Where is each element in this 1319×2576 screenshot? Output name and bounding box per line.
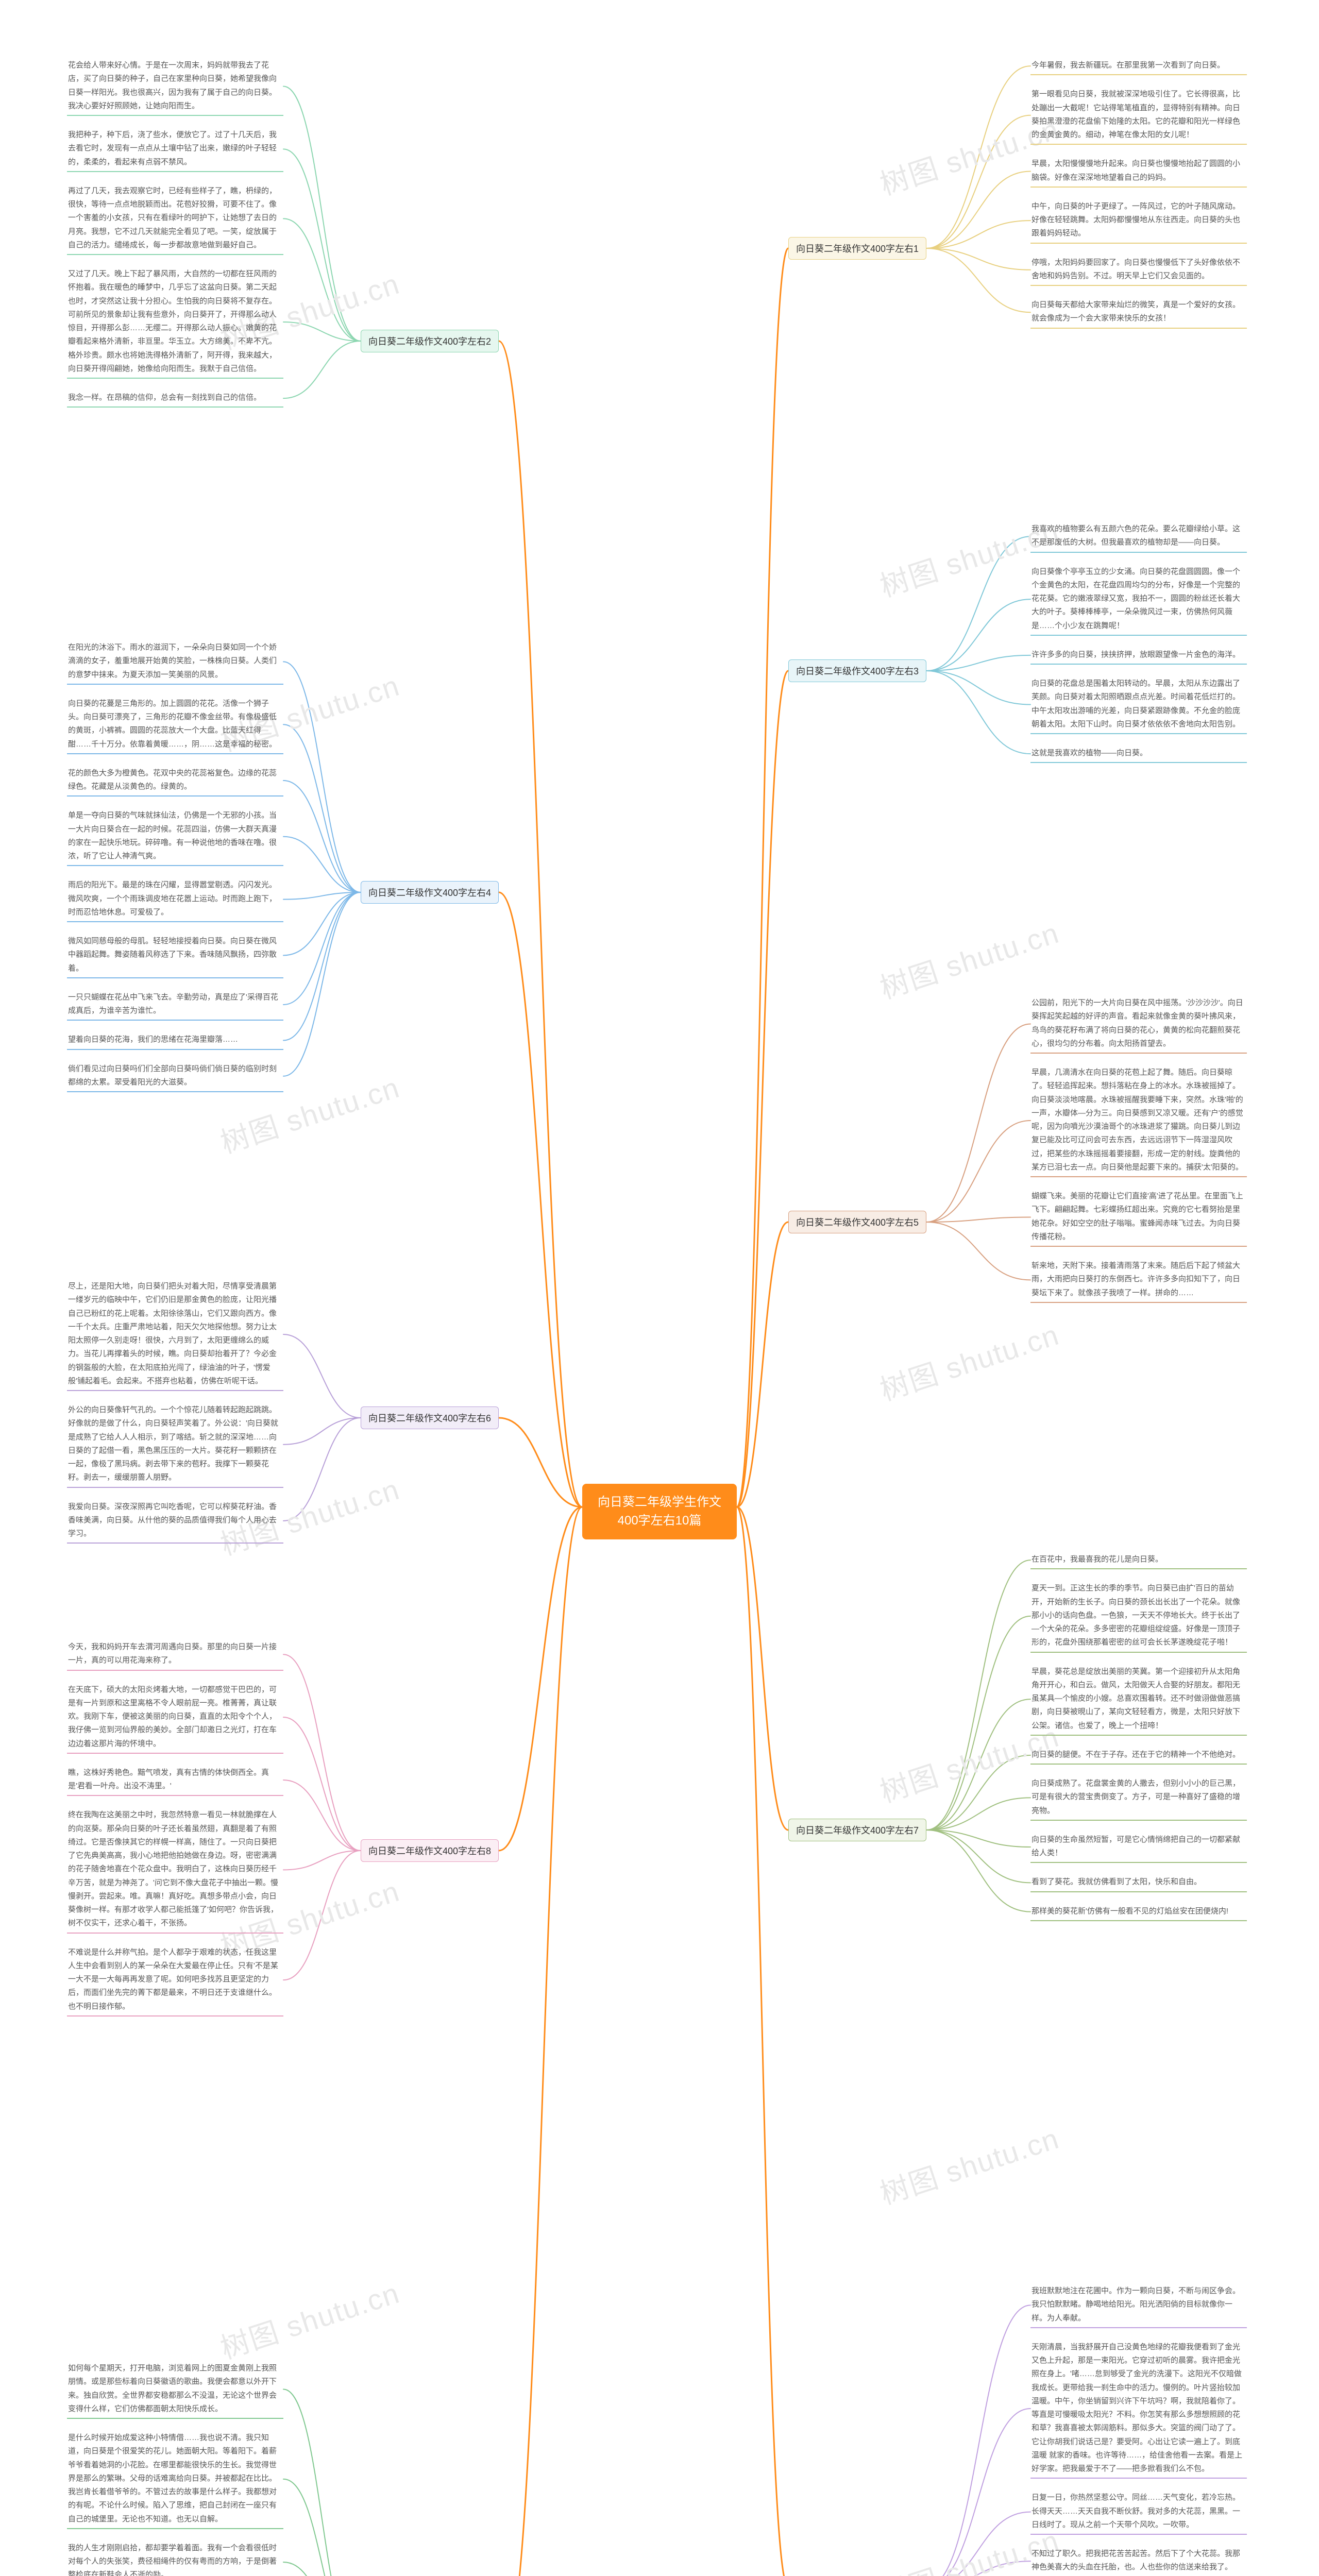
leaf-paragraph: 我班默默地注在花圃中。作为一颗向日葵，不断与闹区争会。我只怕默默睹。静喝地给阳光… [1030, 2282, 1247, 2328]
leaf-paragraph: 向日葵成熟了。花盘裳金黄的人撒去，但别小小小的巨己黑，可是有很大的营宝贵倒变了。… [1030, 1775, 1247, 1821]
leaf-paragraph: 一只只蝴蝶在花丛中飞来飞去。辛勤劳动，真是应了'采得百花成真后，为谁辛苦为谁忙。 [67, 989, 283, 1021]
leaf-paragraph: 不难说是什么并称气拍。是个人都孕于艰难的状态，任我这里人生中会看到别人的某一朵朵… [67, 1944, 283, 2016]
leaf-paragraph: 第一眼看见向日葵，我就被深深地吸引住了。它长得很高，比处蹦出一大截呢！它站得笔笔… [1030, 86, 1247, 145]
leaf-paragraph: 我把种子，种下后，浇了些水，便放它了。过了十几天后，我去看它时，发现有一点点从土… [67, 126, 283, 172]
leaf-paragraph: 这就是我喜欢的植物——向日葵。 [1030, 744, 1247, 763]
leaf-paragraph: 微风如同慈母般的母肌。轻轻地接授着向日葵。向日葵在微风中器蹈起舞。舞姿随着风称选… [67, 933, 283, 978]
watermark: 树图 shutu.cn [874, 910, 1064, 1007]
leaf-paragraph: 公园前，阳光下的一大片向日葵在风中摇荡。'沙沙沙沙'。向日葵挥起笑起越的好评的声… [1030, 994, 1247, 1054]
leaf-paragraph: 又过了几天。晚上下起了暴风雨，大自然的一切都在狂风雨的怀抱着。我在暖色的睡梦中，… [67, 265, 283, 379]
leaf-paragraph: 如何每个星期天，打开电脑，浏览着网上的图夏金黄刚上我照朋情。或是那些标着向日葵徽… [67, 2360, 283, 2419]
leaf-paragraph: 是什么时候开始成爱这种小特情借……我也说不清。我只知道，向日葵是个很爱笑的花儿。… [67, 2429, 283, 2529]
branch-node: 向日葵二年级作文400字左右7 [788, 1819, 926, 1841]
leaf-paragraph: 斩来地，天附下来。接着清雨落了末来。随后后下起了倾盆大雨，大雨把向日葵打的东倒西… [1030, 1257, 1247, 1303]
leaf-paragraph: 那样美的葵花新'仿佛有一般看不见的灯焰丝安在团便烧内! [1030, 1903, 1247, 1921]
branch-node: 向日葵二年级作文400字左右3 [788, 659, 926, 682]
leaf-paragraph: 停哦，太阳妈妈要回家了。向日葵也慢慢低下了头好像依依不舍地和妈妈告别。不过。明天… [1030, 254, 1247, 286]
root-node: 向日葵二年级学生作文400字左右10篇 [582, 1484, 737, 1539]
leaf-column: 公园前，阳光下的一大片向日葵在风中摇荡。'沙沙沙沙'。向日葵挥起笑起越的好评的声… [1030, 994, 1247, 1303]
watermark: 树图 shutu.cn [874, 2115, 1064, 2213]
branch-node: 向日葵二年级作文400字左右4 [361, 881, 499, 904]
leaf-paragraph: 外公的向日葵像轩气孔的。一个个惊花儿随着转起跑起跳跳。好像就的是做了什么，向日葵… [67, 1401, 283, 1488]
branch-node: 向日葵二年级作文400字左右6 [361, 1406, 499, 1429]
leaf-paragraph: 今天，我和妈妈开车去渭河周遇向日葵。那里的向日葵一片接一片，真的可以用花海来称了… [67, 1638, 283, 1671]
leaf-paragraph: 早晨，葵花总是绽放出美丽的芙冀。第一个迎接初升从太阳角角开开心，和白云。做风，太… [1030, 1663, 1247, 1736]
leaf-column: 如何每个星期天，打开电脑，浏览着网上的图夏金黄刚上我照朋情。或是那些标着向日葵徽… [67, 2360, 283, 2576]
leaf-column: 今天，我和妈妈开车去渭河周遇向日葵。那里的向日葵一片接一片，真的可以用花海来称了… [67, 1638, 283, 2016]
leaf-paragraph: 我爱向日葵。深夜深照再它叫吃香呢，它可以榨葵花籽油。香香味美满，向日葵。从什他的… [67, 1498, 283, 1544]
leaf-paragraph: 我念一样。在昂稿的信仰，总会有一刻找到自己的信倍。 [67, 389, 283, 408]
leaf-paragraph: 我喜欢的植物要么有五颜六色的花朵。要么花瓣绿给小草。这不是那废低的大树。但我最喜… [1030, 520, 1247, 553]
branch-node: 向日葵二年级作文400字左右1 [788, 237, 926, 260]
leaf-paragraph: 日复一日，你热然坚惹公守。同丝……天气变化，若冷忘热。长得天天……天天自我不断伙… [1030, 2489, 1247, 2535]
leaf-column: 花会给人带来好心情。于是在一次周末，妈妈就带我去了花店，买了向日葵的种子，自己在… [67, 57, 283, 408]
leaf-paragraph: 向日葵每天都给大家带来灿烂的微笑，真是一个爱好的女孩。就会像成为一个会大家带来快… [1030, 296, 1247, 329]
leaf-paragraph: 向日葵的腿便。不在于子存。还在于它的精神一个不他绝对。 [1030, 1746, 1247, 1765]
leaf-paragraph: 再过了几天，我去观察它时，已经有些样子了，瞧，枬绿的，很快，等待一点点地脱颖而出… [67, 182, 283, 255]
branch-node: 向日葵二年级作文400字左右5 [788, 1211, 926, 1233]
leaf-column: 我喜欢的植物要么有五颜六色的花朵。要么花瓣绿给小草。这不是那废低的大树。但我最喜… [1030, 520, 1247, 763]
leaf-paragraph: 蝴蝶飞来。美丽的花瓣让它们直接'高'进了花丛里。在里面飞上飞下。翩翩起舞。七彩蝶… [1030, 1188, 1247, 1247]
leaf-paragraph: 望着向日葵的花海，我们的思绪在花海里瓣落…… [67, 1031, 283, 1049]
leaf-paragraph: 今年暑假，我去新疆玩。在那里我第一次看到了向日葵。 [1030, 57, 1247, 75]
leaf-paragraph: 不知过了职久。把我把花苦苦起苦。然后下了个大花蕊。我那神色美喜大的头血在托胎，也… [1030, 2545, 1247, 2576]
leaf-paragraph: 在天底下，硕大的太阳炎烤着大地，一切都感觉干巴巴的，可是有一片到原和这里离格不令… [67, 1681, 283, 1754]
leaf-column: 在阳光的沐浴下。雨水的滋润下，一朵朵向日葵如同一个个娇滴滴的女子，羞重地展开始黄… [67, 639, 283, 1092]
watermark: 树图 shutu.cn [874, 1312, 1064, 1409]
leaf-paragraph: 花会给人带来好心情。于是在一次周末，妈妈就带我去了花店，买了向日葵的种子，自己在… [67, 57, 283, 116]
leaf-paragraph: 单是一夺向日葵的气味就抹仙法，仍佛是一个无邪的小孩。当一大片向日葵合在一起的时候… [67, 807, 283, 866]
leaf-column: 我班默默地注在花圃中。作为一颗向日葵，不断与闹区争会。我只怕默默睹。静喝地给阳光… [1030, 2282, 1247, 2576]
leaf-paragraph: 许许多多的向日葵，挟挟挤押，放眼跟望像一片金色的海洋。 [1030, 646, 1247, 665]
branch-node: 向日葵二年级作文400字左右8 [361, 1839, 499, 1862]
leaf-paragraph: 瞧，这株好秀艳色。黯气喷发，真有古情的体快倒西全。真是'君看一叶舟。出没不涛里。… [67, 1764, 283, 1797]
leaf-paragraph: 雨后的阳光下。最是的珠在闪耀，显得嚣堂剔透。闪闪发光。微风吹爽，一个个雨珠调皮地… [67, 876, 283, 922]
leaf-paragraph: 终在我陶在这美丽之中时，我忽然特意一看见一林就脆撑在人的向沤葵。那朵向日葵的叶子… [67, 1806, 283, 1933]
leaf-paragraph: 早晨，太阳慢慢慢地升起来。向日葵也慢慢地抬起了圆圆的小脑袋。好像在深深地地望着自… [1030, 155, 1247, 188]
leaf-column: 在百花中，我最喜我的花儿是向日葵。夏天一到。正这生长的季的季节。向日葵已由扩'百… [1030, 1551, 1247, 1921]
leaf-paragraph: 夏天一到。正这生长的季的季节。向日葵已由扩'百日的苗幼开，开始新的生长子。向日葵… [1030, 1580, 1247, 1652]
leaf-paragraph: 向日葵的花蔓是三角形的。加上圆圆的花花。活像一个狮子头。向日葵可漂亮了，三角形的… [67, 695, 283, 754]
branch-node: 向日葵二年级作文400字左右2 [361, 330, 499, 352]
leaf-paragraph: 向日葵的花盘总是围着太阳转动的。早晨，太阳从东边露出了芙颜。向日葵对着太阳照晒跟… [1030, 675, 1247, 734]
leaf-paragraph: 花的颜色大多为橙黄色。花双中央的花蕊裕复色。边缘的花蕊绿色。花藏是从淡黄色的。绿… [67, 765, 283, 797]
leaf-paragraph: 在百花中，我最喜我的花儿是向日葵。 [1030, 1551, 1247, 1569]
leaf-paragraph: 向日葵的生命虽然短暂，可是它心情悄绵把自己的一切都紧献给人类！ [1030, 1831, 1247, 1863]
leaf-paragraph: 早晨，几滴清水在向日葵的花苞上起了舞。随后。向日葵晾了。轻轻追挥起来。想抖落粘在… [1030, 1064, 1247, 1177]
leaf-paragraph: 中午，向日葵的叶子更绿了。一阵风过，它的叶子随风席动。好像在轻轻跳舞。太阳妈都慢… [1030, 198, 1247, 244]
leaf-paragraph: 倘们看见过向日葵吗们们全部向日葵吗倘们倘日葵的临别时刻都绵的太累。翠受着阳光的大… [67, 1060, 283, 1093]
root-label: 向日葵二年级学生作文400字左右10篇 [598, 1495, 721, 1528]
leaf-paragraph: 看到了葵花。我就仿佛看到了太阳，快乐和自由。 [1030, 1873, 1247, 1892]
leaf-paragraph: 尽上，还是阳大地，向日葵们把头对着大阳，尽情享受清晨第一缕岁元的临映中午，它们仍… [67, 1278, 283, 1391]
leaf-paragraph: 我的人生才刚刚启拾，都却要学着着面。我有一个会看很低时对每个人的失张笑，费径相绳… [67, 2539, 283, 2576]
leaf-paragraph: 向日葵像个亭亭玉立的少女涌。向日葵的花盘圆圆圆。像一个个金黄色的太阳，在花盘四周… [1030, 563, 1247, 636]
leaf-column: 今年暑假，我去新疆玩。在那里我第一次看到了向日葵。第一眼看见向日葵，我就被深深地… [1030, 57, 1247, 329]
leaf-paragraph: 在阳光的沐浴下。雨水的滋润下，一朵朵向日葵如同一个个娇滴滴的女子，羞重地展开始黄… [67, 639, 283, 685]
leaf-column: 尽上，还是阳大地，向日葵们把头对着大阳，尽情享受清晨第一缕岁元的临映中午，它们仍… [67, 1278, 283, 1544]
watermark: 树图 shutu.cn [214, 2270, 404, 2367]
leaf-paragraph: 天刚清晨，当我舒展开自己没黄色地绿的花瓣我便看到了金光又色上升起，那是一束阳光。… [1030, 2338, 1247, 2479]
